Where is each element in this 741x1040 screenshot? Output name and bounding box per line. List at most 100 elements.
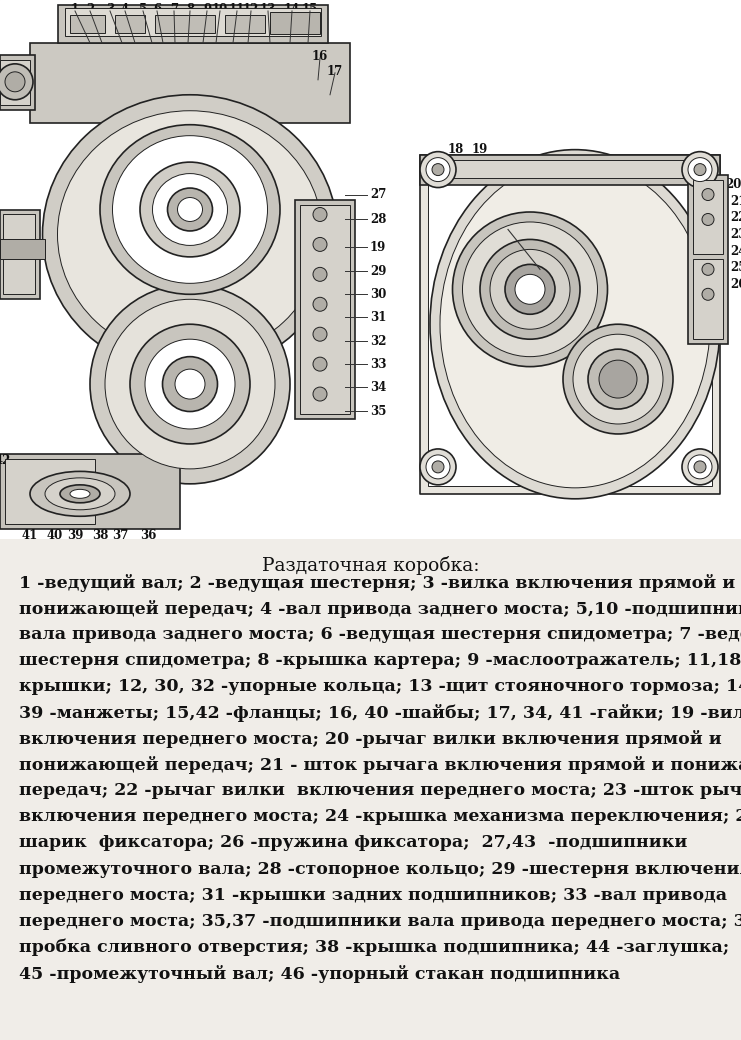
Bar — [3, 214, 35, 294]
Text: 22: 22 — [730, 211, 741, 224]
Ellipse shape — [588, 349, 648, 409]
Ellipse shape — [140, 162, 240, 257]
Bar — [300, 205, 350, 414]
Text: 45: 45 — [0, 239, 11, 253]
Ellipse shape — [505, 264, 555, 314]
Circle shape — [432, 163, 444, 176]
Text: 26: 26 — [730, 278, 741, 291]
Bar — [420, 155, 720, 494]
Text: 14: 14 — [284, 3, 300, 16]
Text: переднего моста; 35,37 -подшипники вала привода переднего моста; 36 -: переднего моста; 35,37 -подшипники вала … — [19, 913, 741, 930]
Text: 25: 25 — [730, 261, 741, 274]
Circle shape — [313, 267, 327, 282]
Circle shape — [313, 237, 327, 252]
Text: 3: 3 — [106, 3, 114, 16]
Text: 20: 20 — [725, 178, 741, 191]
Text: 2: 2 — [86, 3, 94, 16]
Text: 12: 12 — [243, 3, 259, 16]
Text: 11: 11 — [229, 3, 245, 16]
Text: 16: 16 — [312, 50, 328, 62]
Text: 28: 28 — [370, 213, 386, 226]
Ellipse shape — [563, 324, 673, 434]
Bar — [5, 459, 95, 524]
Text: 29: 29 — [370, 265, 386, 278]
Text: шестерня спидометра; 8 -крышка картера; 9 -маслоотражатель; 11,18 -: шестерня спидометра; 8 -крышка картера; … — [19, 652, 741, 669]
Circle shape — [313, 387, 327, 401]
Bar — [0, 209, 40, 300]
Text: 36: 36 — [140, 528, 156, 542]
Bar — [30, 43, 350, 123]
Ellipse shape — [45, 477, 115, 510]
Text: 34: 34 — [370, 381, 386, 393]
Ellipse shape — [153, 174, 227, 245]
Circle shape — [702, 288, 714, 301]
Circle shape — [426, 454, 450, 478]
Text: 45 -промежуточный вал; 46 -упорный стакан подшипника: 45 -промежуточный вал; 46 -упорный стака… — [19, 965, 619, 983]
Text: 7: 7 — [170, 3, 178, 16]
Ellipse shape — [58, 110, 322, 358]
Bar — [420, 155, 720, 184]
Text: 15: 15 — [302, 3, 318, 16]
Circle shape — [5, 72, 25, 92]
Text: 18: 18 — [448, 144, 465, 156]
Bar — [0, 239, 45, 259]
Text: 39: 39 — [67, 528, 83, 542]
Ellipse shape — [145, 339, 235, 428]
Ellipse shape — [100, 125, 280, 294]
Bar — [270, 12, 320, 34]
Text: 32: 32 — [370, 335, 387, 347]
Ellipse shape — [167, 188, 213, 231]
Bar — [0, 55, 35, 110]
Bar — [70, 15, 105, 33]
Text: 6: 6 — [153, 3, 161, 16]
Text: 27: 27 — [370, 188, 386, 201]
Bar — [428, 162, 712, 486]
Ellipse shape — [480, 239, 580, 339]
Text: 38: 38 — [92, 528, 108, 542]
Ellipse shape — [490, 250, 570, 330]
Circle shape — [694, 461, 706, 473]
Bar — [115, 15, 145, 33]
Text: 8: 8 — [186, 3, 194, 16]
Circle shape — [420, 449, 456, 485]
Bar — [428, 159, 712, 178]
Circle shape — [694, 163, 706, 176]
Ellipse shape — [42, 95, 337, 374]
Circle shape — [313, 328, 327, 341]
Text: 19: 19 — [472, 144, 488, 156]
Text: 10: 10 — [212, 3, 228, 16]
Text: 19: 19 — [370, 241, 386, 254]
Ellipse shape — [430, 150, 720, 499]
Text: 9: 9 — [203, 3, 211, 16]
Ellipse shape — [178, 198, 202, 222]
Text: 42: 42 — [0, 453, 11, 467]
Text: понижающей передач; 4 -вал привода заднего моста; 5,10 -подшипники: понижающей передач; 4 -вал привода задне… — [19, 600, 741, 618]
Circle shape — [702, 213, 714, 226]
Text: крышки; 12, 30, 32 -упорные кольца; 13 -щит стояночного тормоза; 14,: крышки; 12, 30, 32 -упорные кольца; 13 -… — [19, 678, 741, 695]
Text: 21: 21 — [730, 196, 741, 208]
Ellipse shape — [453, 212, 608, 367]
Ellipse shape — [462, 222, 597, 357]
Ellipse shape — [130, 324, 250, 444]
Ellipse shape — [515, 275, 545, 305]
Circle shape — [313, 297, 327, 311]
Bar — [58, 5, 328, 43]
Bar — [295, 200, 355, 419]
Text: понижающей передач; 21 - шток рычага включения прямой и понижающей: понижающей передач; 21 - шток рычага вкл… — [19, 756, 741, 774]
Text: Раздаточная коробка:: Раздаточная коробка: — [262, 556, 479, 575]
Ellipse shape — [90, 284, 290, 484]
Bar — [155, 15, 215, 33]
Text: передач; 22 -рычаг вилки  включения переднего моста; 23 -шток рычага: передач; 22 -рычаг вилки включения перед… — [19, 782, 741, 800]
Text: 35: 35 — [370, 405, 386, 417]
Text: 24: 24 — [730, 244, 741, 258]
Circle shape — [432, 461, 444, 473]
Text: 1: 1 — [71, 3, 79, 16]
Ellipse shape — [105, 300, 275, 469]
Text: 30: 30 — [370, 288, 386, 301]
Text: 44: 44 — [0, 264, 11, 278]
Text: шарик  фиксатора; 26 -пружина фиксатора;  27,43  -подшипники: шарик фиксатора; 26 -пружина фиксатора; … — [19, 834, 687, 852]
Text: 41: 41 — [22, 528, 38, 542]
Text: 4: 4 — [121, 3, 129, 16]
Text: 46: 46 — [0, 214, 11, 228]
Bar — [688, 175, 728, 344]
